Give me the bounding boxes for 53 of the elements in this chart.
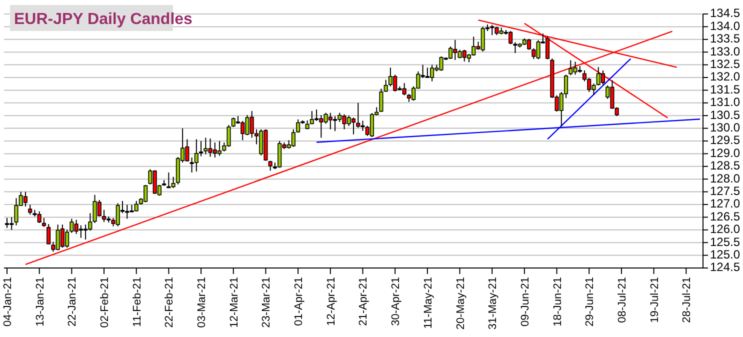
candlestick <box>4 217 10 228</box>
candlestick <box>379 88 384 113</box>
y-tick-label: 128.5 <box>710 158 740 173</box>
y-tick-label: 126.0 <box>710 222 740 236</box>
y-tick-label: 133.0 <box>710 44 740 58</box>
y-tick-label: 134.5 <box>710 6 740 20</box>
y-tick-label: 133.5 <box>710 32 740 46</box>
candlestick <box>46 224 51 245</box>
x-tick-label: 11-May-21 <box>422 277 434 329</box>
x-tick-label: 23-Mar-21 <box>260 277 273 328</box>
y-tick-label: 127.5 <box>710 184 740 198</box>
x-tick-label: 19-Jul-21 <box>648 277 661 323</box>
y-tick-label: 128.0 <box>710 171 740 186</box>
chart-title: EUR-JPY Daily Candles <box>14 11 193 28</box>
x-tick-label: 03-Mar-21 <box>196 277 208 328</box>
x-tick-label: 02-Feb-21 <box>99 277 112 328</box>
y-tick-label: 134.0 <box>710 18 740 33</box>
x-tick-label: 20-May-21 <box>454 277 467 330</box>
x-tick-label: 28-Jul-21 <box>681 277 694 323</box>
x-tick-label: 04-Jan-21 <box>2 277 14 327</box>
candlestick <box>102 209 106 223</box>
x-tick-label: 11-Feb-21 <box>131 277 144 327</box>
x-tick-label: 13-Jan-21 <box>34 277 46 327</box>
x-tick-label: 22-Jan-21 <box>66 277 79 327</box>
x-tick-label: 22-Feb-21 <box>164 277 176 328</box>
y-tick-label: 130.0 <box>710 120 740 134</box>
y-tick-label: 125.0 <box>710 247 740 262</box>
y-tick-label: 127.0 <box>710 196 740 211</box>
y-tick-label: 125.5 <box>710 234 740 249</box>
x-tick-label: 21-Apr-21 <box>358 277 370 326</box>
y-tick-label: 130.5 <box>710 108 740 122</box>
x-tick-label: 29-Jun-21 <box>584 277 596 327</box>
x-tick-label: 08-Jul-21 <box>616 277 628 323</box>
y-tick-label: 132.5 <box>710 56 740 71</box>
y-tick-label: 129.0 <box>710 146 740 160</box>
candlestick <box>600 70 605 86</box>
y-tick-label: 131.5 <box>710 82 740 96</box>
candlestick <box>28 204 32 216</box>
x-tick-label: 18-Jun-21 <box>552 277 564 327</box>
x-tick-label: 01-Apr-21 <box>293 277 306 326</box>
x-tick-label: 30-Apr-21 <box>390 277 402 326</box>
x-tick-label: 12-Mar-21 <box>228 277 240 328</box>
x-tick-label: 09-Jun-21 <box>519 277 532 327</box>
y-tick-label: 132.0 <box>710 70 740 84</box>
candlestick <box>351 117 356 135</box>
y-tick-label: 126.5 <box>710 209 740 224</box>
x-tick-label: 31-May-21 <box>487 277 500 330</box>
y-tick-label: 124.5 <box>710 260 740 274</box>
y-tick-label: 131.0 <box>710 95 740 110</box>
y-tick-label: 129.5 <box>710 133 740 148</box>
x-tick-label: 12-Apr-21 <box>325 277 338 326</box>
candlestick <box>384 79 388 92</box>
candlestick <box>23 191 28 208</box>
